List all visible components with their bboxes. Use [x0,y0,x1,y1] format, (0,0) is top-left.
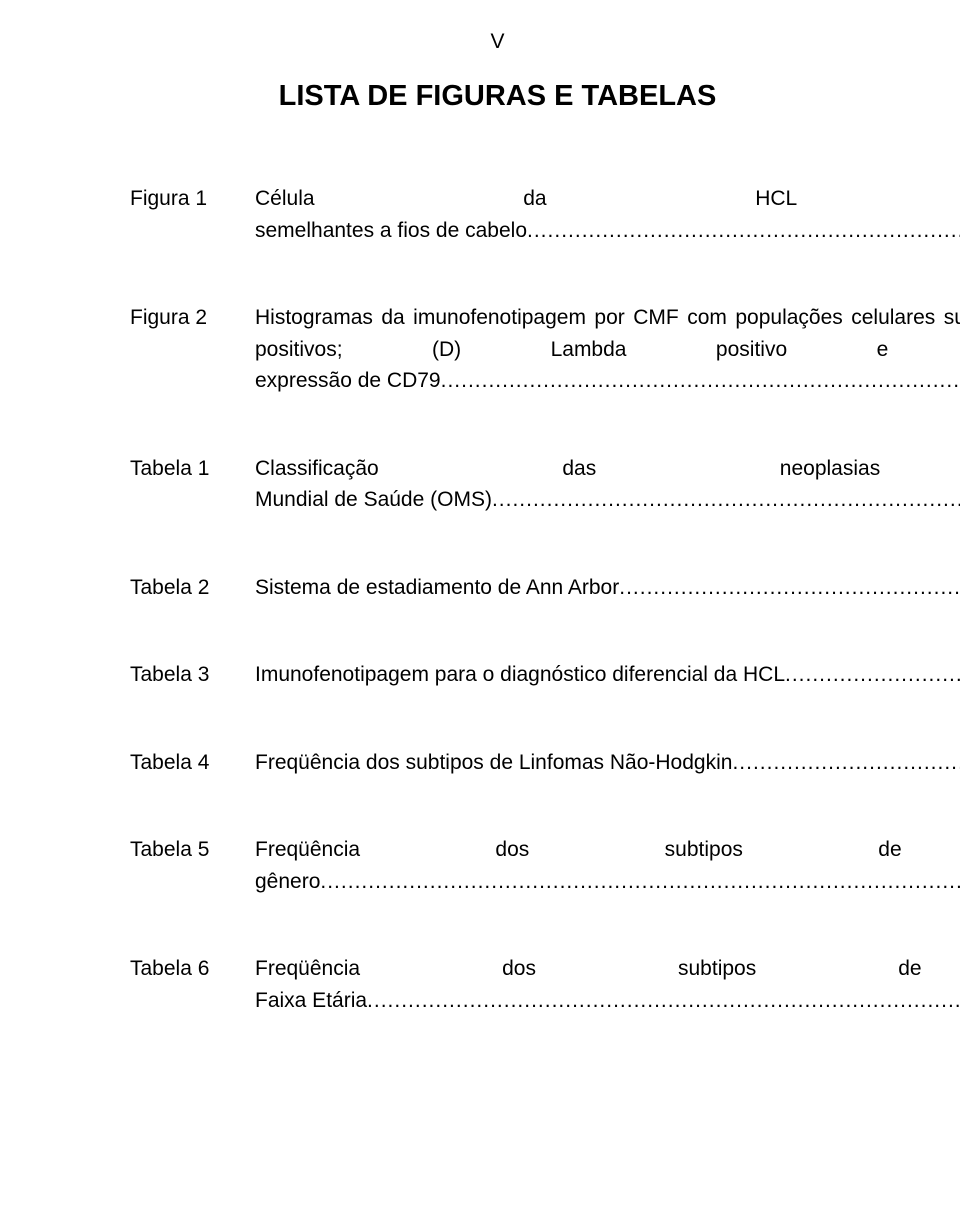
entry-label: Tabela 6 [130,953,255,1016]
entry-body: Classificação das neoplasias linfóides s… [255,453,960,516]
entry-label: Tabela 3 [130,659,255,691]
leader-dots: ........................................… [441,365,960,397]
entry-text: Célula da HCL com projeções citoplasmáti… [255,183,960,215]
document-page: V LISTA DE FIGURAS E TABELAS Figura 1 Cé… [0,0,960,1046]
entry-label: Tabela 1 [130,453,255,516]
entry-label: Tabela 2 [130,572,255,604]
leader-dots: ........................................… [527,215,960,247]
entry-text: Classificação das neoplasias linfóides s… [255,453,960,485]
toc-entry: Tabela 1 Classificação das neoplasias li… [130,453,865,516]
entry-text-last: semelhantes a fios de cabelo [255,215,527,247]
leader-dots: ........................................… [492,484,960,516]
entry-text-last: Mundial de Saúde (OMS) [255,484,492,516]
toc-entry: Tabela 2 Sistema de estadiamento de Ann … [130,572,865,604]
toc-entry: Tabela 4 Freqüência dos subtipos de Linf… [130,747,865,779]
entry-label: Figura 1 [130,183,255,246]
toc-entry: Figura 1 Célula da HCL com projeções cit… [130,183,865,246]
entry-label: Tabela 5 [130,834,255,897]
toc-entry: Tabela 6 Freqüência dos subtipos de Linf… [130,953,865,1016]
toc-entry: Tabela 5 Freqüência dos subtipos de Linf… [130,834,865,897]
entry-text: Freqüência dos subtipos de Linfomas Não-… [255,953,960,985]
leader-dots: ........................................… [619,572,960,604]
entry-label: Figura 2 [130,302,255,397]
toc-entry: Figura 2 Histogramas da imunofenotipagem… [130,302,865,397]
entry-body: Sistema de estadiamento de Ann Arbor ...… [255,572,960,604]
entry-text: Histogramas da imunofenotipagem por CMF … [255,302,960,365]
entry-text-last: expressão de CD79 [255,365,441,397]
toc-entry: Tabela 3 Imunofenotipagem para o diagnós… [130,659,865,691]
page-title: LISTA DE FIGURAS E TABELAS [130,80,865,113]
leader-dots: ........................................… [320,866,960,898]
entry-body: Freqüência dos subtipos de Linfomas Não-… [255,953,960,1016]
entry-body: Célula da HCL com projeções citoplasmáti… [255,183,960,246]
entry-body: Imunofenotipagem para o diagnóstico dife… [255,659,960,691]
entry-body: Freqüência dos subtipos de Linfomas Não-… [255,747,960,779]
entry-text-last: Faixa Etária [255,985,367,1017]
entry-text-last: gênero [255,866,320,898]
leader-dots: ........................................… [367,985,960,1017]
leader-dots: ........................................… [732,747,960,779]
entry-text-last: Sistema de estadiamento de Ann Arbor [255,572,619,604]
entry-body: Histogramas da imunofenotipagem por CMF … [255,302,960,397]
entry-label: Tabela 4 [130,747,255,779]
entry-text-last: Freqüência dos subtipos de Linfomas Não-… [255,747,732,779]
page-marker: V [130,30,865,54]
entry-text-last: Imunofenotipagem para o diagnóstico dife… [255,659,785,691]
leader-dots: ........................................… [785,659,960,691]
entry-body: Freqüência dos subtipos de Linfomas Não-… [255,834,960,897]
entry-text: Freqüência dos subtipos de Linfomas Não-… [255,834,960,866]
